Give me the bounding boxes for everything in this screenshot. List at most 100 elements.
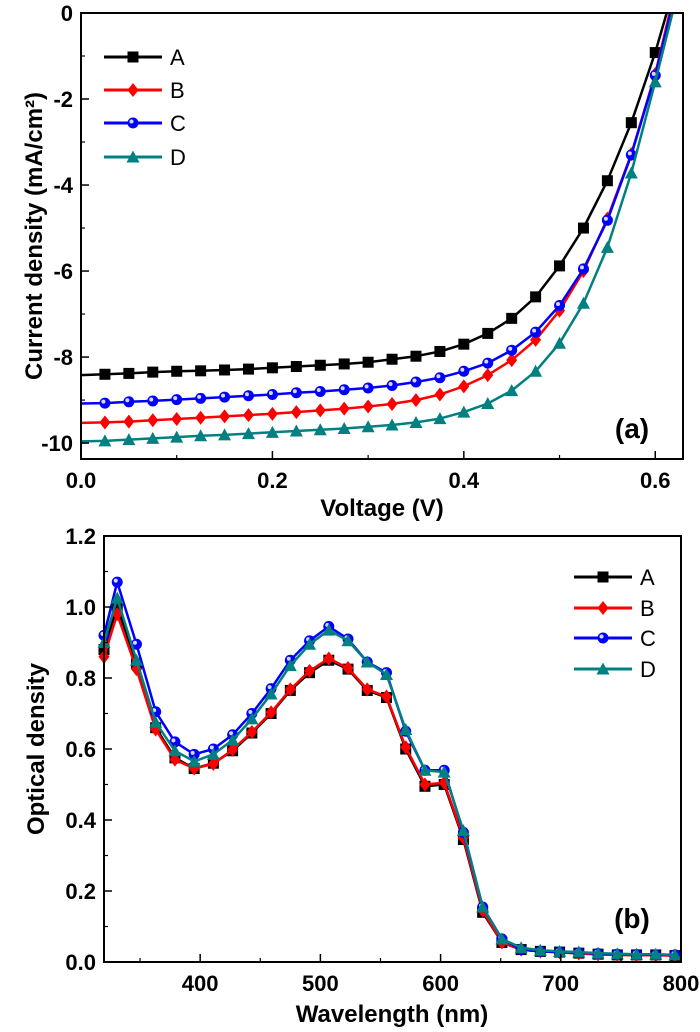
x-tick-label: 700 — [542, 971, 579, 996]
legend-marker-highlight — [129, 119, 134, 124]
data-point-A — [338, 358, 350, 370]
x-tick-label: 0.2 — [257, 468, 288, 493]
plot-frame — [103, 535, 682, 963]
data-point-A — [410, 350, 422, 362]
legend-marker — [127, 117, 139, 129]
legend-marker — [597, 571, 609, 583]
y-tick-label: -6 — [53, 259, 73, 284]
data-point-D — [341, 634, 355, 647]
data-point-D — [600, 240, 614, 253]
data-point-B — [400, 740, 412, 755]
y-axis-title: Optical density — [23, 662, 50, 835]
data-point-B — [266, 406, 278, 421]
legend-label: C — [640, 626, 656, 651]
panel-label: (a) — [615, 413, 649, 444]
data-point-D — [495, 932, 509, 945]
data-point-D — [187, 754, 201, 767]
data-point-C-highlight — [229, 731, 234, 736]
data-point-D — [610, 947, 624, 960]
data-point-D — [194, 429, 208, 442]
legend-label: B — [640, 596, 655, 621]
data-point-C — [338, 384, 350, 396]
data-point-C-highlight — [556, 301, 561, 306]
data-point-C-highlight — [248, 710, 253, 714]
data-point-C-highlight — [579, 265, 584, 270]
data-point-A — [506, 312, 518, 324]
legend-marker — [597, 632, 609, 644]
data-point-C — [123, 396, 135, 408]
data-point-C — [386, 379, 398, 391]
data-point-D — [514, 941, 528, 954]
data-point-B — [361, 682, 373, 697]
data-point-C-highlight — [267, 685, 272, 690]
data-point-D — [457, 405, 471, 418]
panel-label: (b) — [614, 903, 650, 934]
data-point-D — [456, 824, 470, 837]
legend-item-D: D — [574, 657, 656, 682]
data-point-B — [338, 401, 350, 416]
data-point-B — [458, 379, 470, 394]
x-tick-label: 500 — [302, 971, 339, 996]
data-point-C-highlight — [197, 394, 202, 399]
data-point-C-highlight — [484, 359, 489, 364]
data-point-C — [99, 397, 111, 409]
data-point-B — [506, 353, 518, 368]
data-point-D — [170, 430, 184, 443]
panel-b-optical-density: Optical density Wavelength (nm) (b) ABCD… — [23, 524, 699, 1028]
data-point-D — [418, 763, 432, 776]
legend-label: A — [170, 45, 185, 70]
y-tick-label: 0.0 — [65, 950, 96, 975]
data-point-B — [482, 368, 494, 383]
data-point-C — [266, 388, 278, 400]
data-point-C — [290, 387, 302, 399]
data-point-C — [458, 365, 470, 377]
data-point-D — [264, 687, 278, 700]
series-C — [80, 12, 672, 409]
x-tick-label: 0.4 — [449, 468, 480, 493]
data-point-D — [576, 296, 590, 309]
y-tick-label: 1.0 — [65, 595, 96, 620]
series-line-A — [102, 605, 676, 957]
data-point-D — [505, 384, 519, 397]
data-point-D — [668, 948, 682, 961]
data-point-C-highlight — [125, 398, 130, 403]
data-point-B — [284, 682, 296, 697]
data-point-C — [601, 214, 613, 226]
data-point-D — [409, 415, 423, 428]
y-axis-title: Current density (mA/cm²) — [21, 92, 48, 380]
x-tick-label: 400 — [182, 971, 219, 996]
data-point-C-highlight — [268, 390, 273, 395]
series-line-B — [102, 612, 676, 957]
data-point-C-highlight — [221, 393, 226, 398]
data-point-C-highlight — [460, 367, 465, 372]
data-point-D — [168, 744, 182, 757]
data-point-D — [572, 945, 586, 958]
data-point-C — [314, 385, 326, 397]
data-point-A — [195, 365, 207, 377]
series-B — [98, 607, 681, 963]
legend-marker-highlight — [599, 634, 604, 639]
data-point-C-highlight — [603, 216, 608, 221]
data-point-C — [171, 394, 183, 406]
x-tick-label: 0.6 — [640, 468, 671, 493]
data-point-C-highlight — [209, 745, 214, 750]
data-point-C-highlight — [532, 328, 537, 333]
series-A — [80, 12, 668, 380]
data-point-D — [337, 421, 351, 434]
data-point-C-highlight — [412, 378, 417, 383]
data-point-D — [476, 900, 490, 913]
data-point-C-highlight — [340, 386, 345, 391]
data-point-D — [648, 75, 662, 88]
legend-label: C — [170, 111, 186, 136]
series-line-C — [80, 12, 672, 405]
data-point-C — [554, 299, 566, 311]
data-point-C-highlight — [286, 656, 291, 661]
data-point-D — [553, 336, 567, 349]
series-line-D — [102, 596, 676, 957]
data-point-A — [386, 353, 398, 365]
data-point-C-highlight — [149, 397, 154, 402]
data-point-C — [577, 263, 589, 275]
data-point-C — [506, 344, 518, 356]
series-A — [98, 601, 681, 962]
